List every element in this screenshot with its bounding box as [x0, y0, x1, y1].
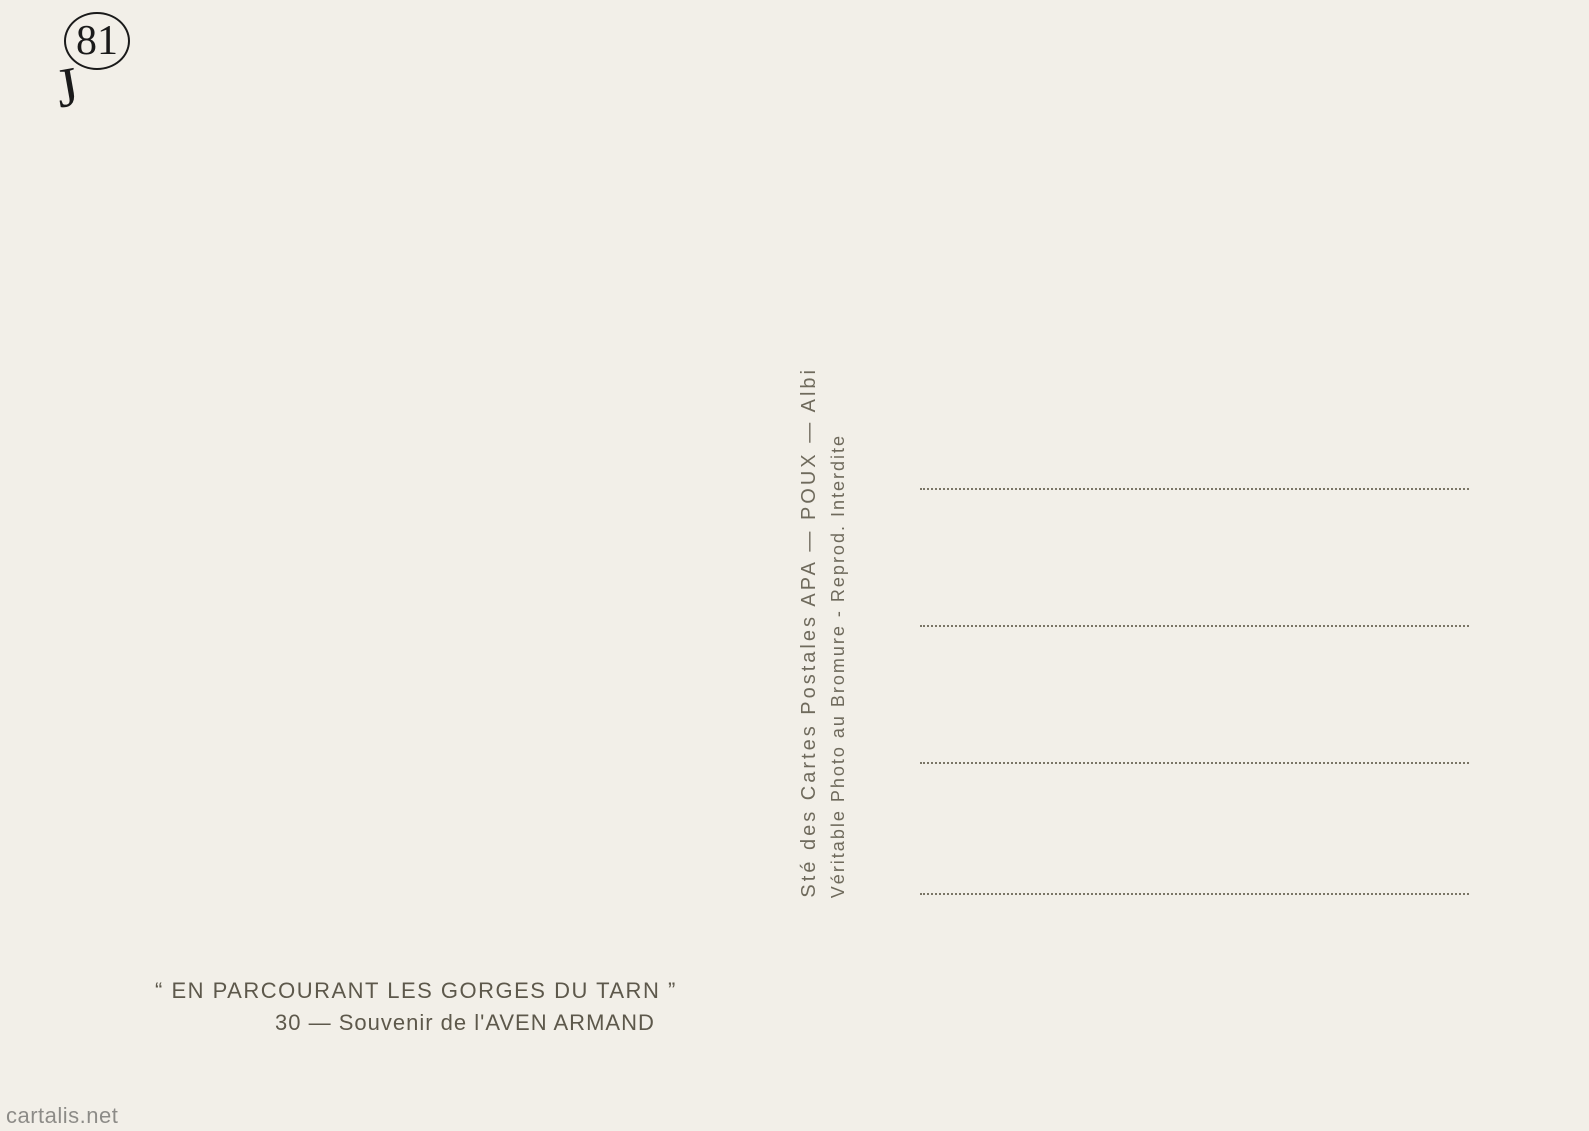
address-line-2: [920, 625, 1469, 627]
caption-title: “ EN PARCOURANT LES GORGES DU TARN ”: [155, 978, 677, 1003]
address-line-4: [920, 893, 1469, 895]
center-divider: Sté des Cartes Postales APA — POUX — Alb…: [798, 118, 858, 898]
address-line-3: [920, 762, 1469, 764]
watermark: cartalis.net: [0, 1101, 124, 1131]
caption-number: 30: [275, 1010, 301, 1035]
address-line-1: [920, 488, 1469, 490]
handwritten-annotation: 81 J: [70, 20, 124, 112]
hook-mark: J: [52, 51, 129, 118]
caption-block: “ EN PARCOURANT LES GORGES DU TARN ” 30 …: [155, 978, 677, 1036]
caption-subject: Souvenir de l'AVEN ARMAND: [339, 1010, 655, 1035]
copyright-line: Véritable Photo au Bromure - Reprod. Int…: [828, 434, 849, 898]
caption-sep: —: [301, 1010, 338, 1035]
publisher-line: Sté des Cartes Postales APA — POUX — Alb…: [798, 367, 821, 898]
